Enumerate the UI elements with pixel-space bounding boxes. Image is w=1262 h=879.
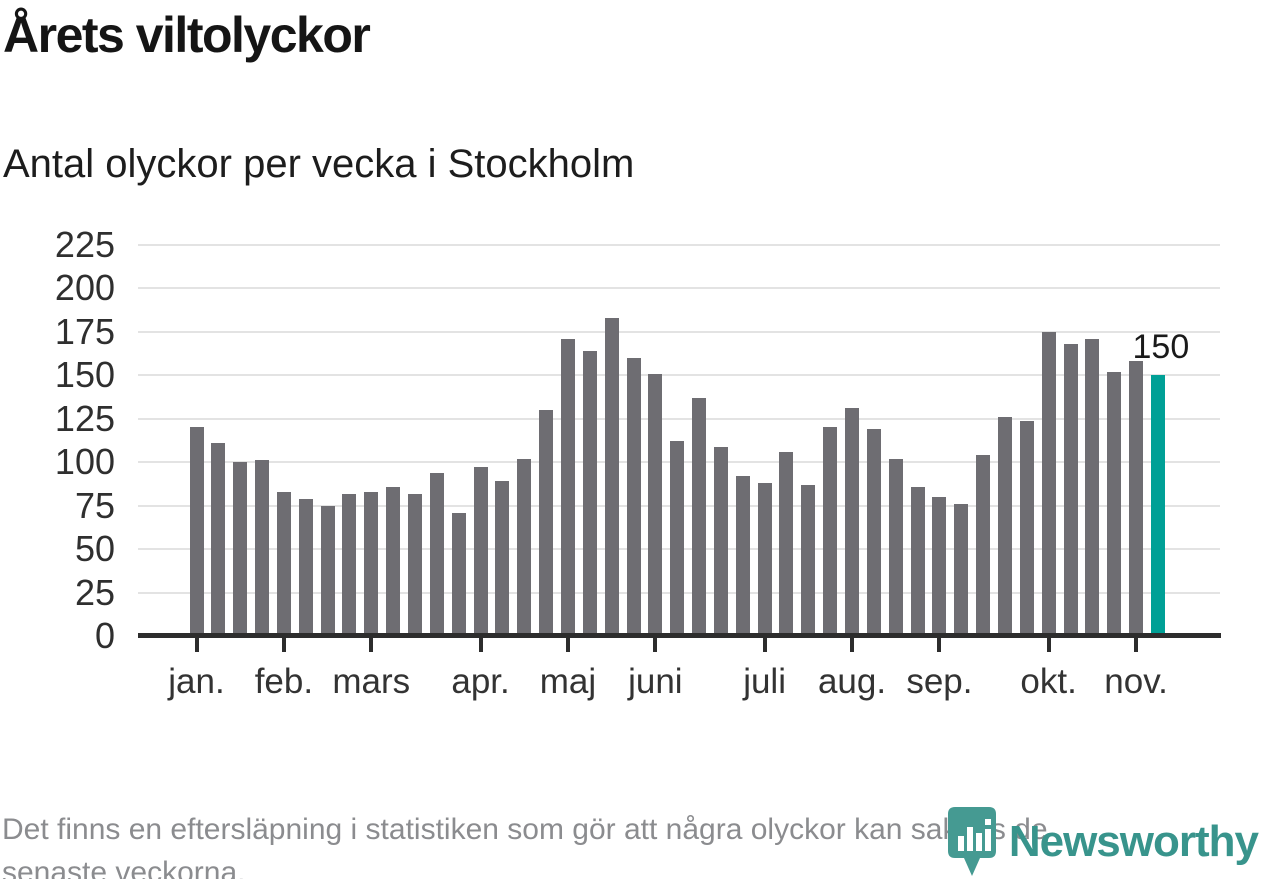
bar-week-12 [429,472,444,636]
bar-week-41 [1063,344,1078,636]
bar-week-26 [735,476,750,636]
bar-week-17 [539,410,554,636]
x-axis-tick-sep [937,638,942,652]
bar-week-18 [560,338,575,636]
bar-week-2 [211,443,226,636]
bar-week-30 [823,427,838,636]
x-axis-tick-nov [1134,638,1139,652]
footer-note: Det finns en eftersläpning i statistiken… [2,808,1048,879]
month-label-aug: aug. [817,662,887,701]
bar-week-36 [954,503,969,636]
gridline-200 [138,287,1220,290]
bar-week-11 [408,493,422,636]
y-axis-tick-label-0: 0 [94,615,115,656]
month-label-sep: sep. [906,662,973,701]
bar-week-33 [888,458,903,636]
month-label-juli: juli [743,662,786,701]
bar-week-1 [189,427,204,636]
chart-subtitle: Antal olyckor per vecka i Stockholm [3,142,635,186]
month-label-feb: feb. [254,662,314,701]
highlight-value-label: 150 [1132,328,1190,367]
bar-week-25 [713,446,728,636]
bar-week-8 [342,493,357,636]
bar-week-45-highlight [1150,375,1165,636]
bar-week-32 [866,429,881,636]
y-axis-tick-label-125: 125 [54,397,115,439]
bar-week-6 [298,498,313,636]
x-axis-tick-maj [565,638,570,652]
month-label-apr: apr. [451,662,510,701]
x-axis-tick-juni [653,638,658,652]
bar-week-19 [582,351,597,636]
bar-week-42 [1085,338,1100,636]
y-axis-tick-label-200: 200 [54,267,115,309]
bar-week-37 [976,455,991,636]
bar-week-3 [233,462,248,636]
x-axis-tick-jan [194,638,199,652]
month-label-okt: okt. [1020,662,1077,701]
bar-week-24 [692,397,707,636]
bar-week-5 [276,491,291,636]
bar-week-44 [1129,361,1144,636]
bar-week-22 [648,373,663,636]
bar-week-28 [779,451,794,636]
y-axis-tick-label-225: 225 [54,224,115,265]
month-label-jan: jan. [168,662,225,701]
x-axis-tick-juli [762,638,767,652]
x-axis-tick-feb [281,638,286,652]
bar-week-35 [932,496,947,636]
bar-week-14 [473,467,488,636]
bar-week-7 [320,505,335,636]
y-axis-tick-label-50: 50 [74,528,115,570]
newsworthy-pin-icon [947,806,997,879]
bar-week-23 [670,441,685,636]
bar-week-16 [517,458,532,636]
gridline-125 [138,417,1220,420]
month-label-maj: maj [539,662,597,701]
y-axis-tick-label-100: 100 [54,441,115,483]
bar-week-13 [451,512,466,636]
bar-week-39 [1019,420,1034,636]
bar-week-29 [801,484,816,636]
bar-week-31 [845,408,859,636]
y-axis-tick-label-150: 150 [54,354,115,396]
bar-week-9 [364,491,379,636]
gridline-175 [138,330,1220,333]
y-axis-tick-label-75: 75 [74,484,115,526]
x-axis-tick-okt [1046,638,1051,652]
y-axis-tick-label-175: 175 [54,310,115,352]
x-axis-tick-apr [478,638,483,652]
month-label-juni: juni [628,662,683,701]
footer-note-line2: senaste veckorna. [2,856,246,879]
bar-week-27 [757,483,772,636]
bar-week-40 [1041,331,1056,636]
bar-week-34 [910,486,925,636]
gridline-225 [138,244,1220,246]
gridline-150 [138,374,1220,377]
footer-note-line1: Det finns en eftersläpning i statistiken… [2,813,1048,846]
newsworthy-wordmark: Newsworthy [1008,817,1259,866]
x-axis-line [138,633,1221,638]
x-axis-tick-aug [850,638,854,652]
page-title: Årets viltolyckor [3,7,371,63]
bar-week-43 [1107,371,1122,636]
x-axis-tick-mars [369,638,374,652]
y-axis-tick-label-25: 25 [74,571,115,613]
bar-week-21 [626,357,641,636]
month-label-mars: mars [332,662,411,701]
bar-week-10 [386,486,401,636]
bar-week-38 [997,417,1012,636]
bar-week-15 [495,481,510,636]
month-label-nov: nov. [1104,662,1168,701]
bar-week-4 [255,460,270,636]
bar-week-20 [604,317,619,636]
newsworthy-logo: Newsworthy [947,805,1259,879]
